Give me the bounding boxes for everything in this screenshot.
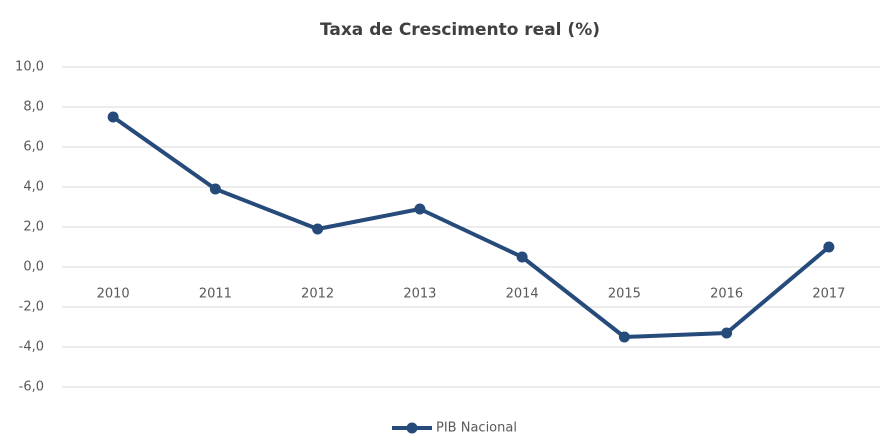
y-tick-label: 4,0 (23, 180, 44, 195)
marker (516, 251, 528, 263)
x-tick-label: 2012 (301, 287, 334, 302)
marker (618, 331, 630, 343)
x-tick-label: 2014 (506, 287, 539, 302)
marker (209, 183, 221, 195)
marker (312, 223, 324, 235)
y-tick-label: 6,0 (23, 140, 44, 155)
legend-label: PIB Nacional (436, 421, 517, 434)
x-tick-label: 2015 (608, 287, 641, 302)
x-tick-label: 2013 (403, 287, 436, 302)
y-tick-label: 2,0 (23, 220, 44, 235)
x-tick-label: 2011 (199, 287, 232, 302)
y-tick-label: -4,0 (19, 340, 44, 355)
y-tick-label: -6,0 (19, 380, 44, 395)
x-tick-label: 2016 (710, 287, 743, 302)
y-tick-label: 8,0 (23, 100, 44, 115)
y-tick-label: 0,0 (23, 260, 44, 275)
y-tick-label: 10,0 (15, 60, 44, 75)
y-tick-label: -2,0 (19, 300, 44, 315)
x-tick-label: 2017 (812, 287, 845, 302)
marker (414, 203, 426, 215)
series-line (111, 115, 831, 339)
marker (823, 241, 835, 253)
x-tick-label: 2010 (97, 287, 130, 302)
legend-marker (406, 422, 418, 434)
marker (721, 327, 733, 339)
marker (107, 111, 119, 123)
chart-title: Taxa de Crescimento real (%) (320, 20, 600, 40)
